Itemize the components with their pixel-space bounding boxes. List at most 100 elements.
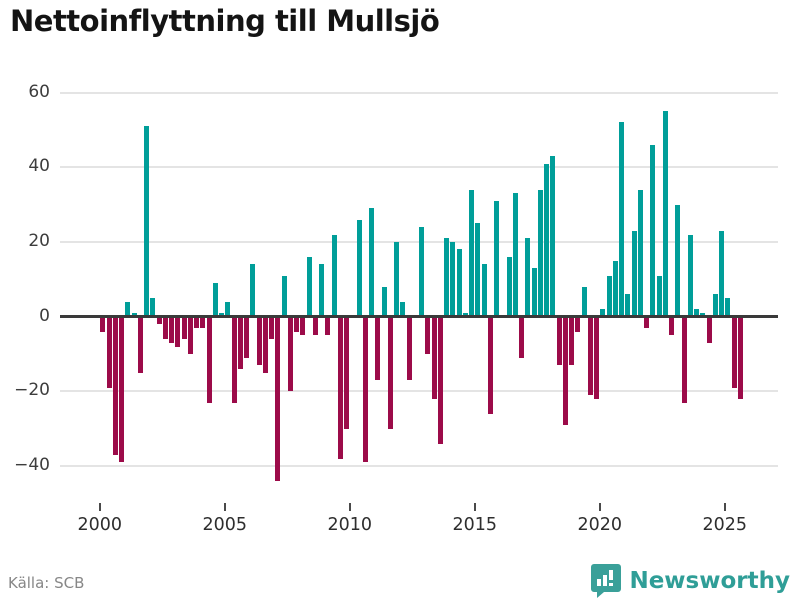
bar-2011Q1 <box>375 316 381 381</box>
bar-2007Q3 <box>287 316 293 392</box>
bar-2005Q3 <box>237 316 243 369</box>
gridline <box>60 465 778 468</box>
bar-2025Q3 <box>737 316 743 399</box>
bar-2011Q2 <box>381 286 387 317</box>
bar-2021Q4 <box>644 316 650 328</box>
bar-2008Q1 <box>300 316 306 336</box>
x-axis-tick-label: 2025 <box>702 515 748 535</box>
gridline <box>60 166 778 169</box>
y-axis-tick-label: 40 <box>28 156 50 177</box>
bar-2009Q3 <box>337 316 343 459</box>
bar-2019Q2 <box>581 286 587 317</box>
bar-2003Q4 <box>194 316 200 328</box>
page-title: Nettoinflyttning till Mullsjö <box>10 4 440 38</box>
bar-2006Q2 <box>256 316 262 366</box>
bar-2014Q3 <box>462 312 468 317</box>
bar-2002Q4 <box>169 316 175 343</box>
bar-2002Q3 <box>162 316 168 340</box>
bar-2001Q4 <box>144 126 150 317</box>
bar-2006Q1 <box>250 264 256 317</box>
bar-2018Q2 <box>556 316 562 366</box>
bar-2009Q1 <box>325 316 331 336</box>
bar-2015Q1 <box>475 223 481 317</box>
bar-2019Q3 <box>587 316 593 396</box>
bar-2014Q4 <box>469 189 475 317</box>
bar-2013Q4 <box>444 238 450 317</box>
bar-2001Q2 <box>131 312 137 317</box>
bar-2004Q3 <box>212 283 218 317</box>
bar-2016Q2 <box>506 256 512 317</box>
bar-2018Q3 <box>562 316 568 425</box>
x-axis-tick-label: 2000 <box>77 515 123 535</box>
bar-2020Q4 <box>619 122 625 317</box>
bar-2017Q4 <box>544 163 550 317</box>
bar-2012Q2 <box>406 316 412 381</box>
bar-2007Q1 <box>275 316 281 482</box>
bar-2018Q4 <box>569 316 575 366</box>
bar-2020Q2 <box>606 275 612 317</box>
bar-2004Q2 <box>206 316 212 403</box>
bar-2023Q3 <box>687 234 693 317</box>
bar-2003Q2 <box>181 316 187 340</box>
x-axis-tick <box>598 503 601 511</box>
bar-2006Q3 <box>262 316 268 373</box>
y-axis-tick-label: −40 <box>14 455 50 476</box>
bar-2016Q3 <box>512 193 518 317</box>
bar-2010Q3 <box>362 316 368 463</box>
bar-2025Q1 <box>725 298 731 317</box>
bar-2010Q2 <box>356 219 362 317</box>
zero-axis-line <box>60 315 778 319</box>
bar-2018Q1 <box>550 156 556 317</box>
bar-2000Q3 <box>112 316 118 455</box>
bar-2025Q2 <box>731 316 737 388</box>
source-label: Källa: SCB <box>8 574 85 592</box>
bar-2023Q4 <box>694 309 700 317</box>
bar-2001Q3 <box>137 316 143 373</box>
bar-2014Q1 <box>450 242 456 317</box>
bar-chart-bubble-icon <box>591 564 622 598</box>
bar-2008Q3 <box>312 316 318 336</box>
gridline <box>60 241 778 243</box>
bar-2022Q4 <box>669 316 675 336</box>
bar-2002Q2 <box>156 316 162 325</box>
bar-2012Q1 <box>400 301 406 317</box>
bar-2010Q4 <box>369 208 375 317</box>
bar-2008Q2 <box>306 256 312 317</box>
x-axis-tick-label: 2005 <box>202 515 248 535</box>
bar-2000Q1 <box>100 316 106 332</box>
bar-2017Q1 <box>525 238 531 317</box>
x-axis-tick <box>223 503 226 511</box>
gridline <box>60 390 778 393</box>
bar-2021Q1 <box>625 294 631 317</box>
bar-2022Q1 <box>650 144 656 317</box>
bar-2020Q3 <box>612 260 618 317</box>
y-axis-tick-label: −20 <box>14 380 50 401</box>
x-axis-tick-label: 2020 <box>577 515 623 535</box>
bar-2002Q1 <box>150 298 156 317</box>
x-axis-tick <box>348 503 351 511</box>
bar-2024Q3 <box>712 294 718 317</box>
bar-2019Q4 <box>594 316 600 399</box>
bar-2023Q2 <box>681 316 687 403</box>
bar-2021Q3 <box>637 189 643 317</box>
bar-2014Q2 <box>456 249 462 317</box>
bar-2003Q3 <box>187 316 193 355</box>
bar-2012Q4 <box>419 227 425 317</box>
bar-2021Q2 <box>631 230 637 317</box>
bar-2011Q4 <box>394 242 400 317</box>
bar-2009Q2 <box>331 234 337 317</box>
brand-wordmark: Newsworthy <box>629 568 790 594</box>
bar-2000Q4 <box>119 316 125 463</box>
bar-2000Q2 <box>106 316 112 388</box>
bar-2009Q4 <box>344 316 350 429</box>
bar-2024Q1 <box>700 312 706 317</box>
bar-2005Q2 <box>231 316 237 403</box>
bar-2024Q4 <box>719 230 725 317</box>
bar-2005Q1 <box>225 301 231 317</box>
bar-2024Q2 <box>706 316 712 343</box>
bar-2020Q1 <box>600 309 606 317</box>
bar-2015Q4 <box>494 200 500 317</box>
bar-2006Q4 <box>269 316 275 340</box>
y-axis-tick-label: 20 <box>28 231 50 251</box>
bar-2017Q2 <box>531 268 537 317</box>
